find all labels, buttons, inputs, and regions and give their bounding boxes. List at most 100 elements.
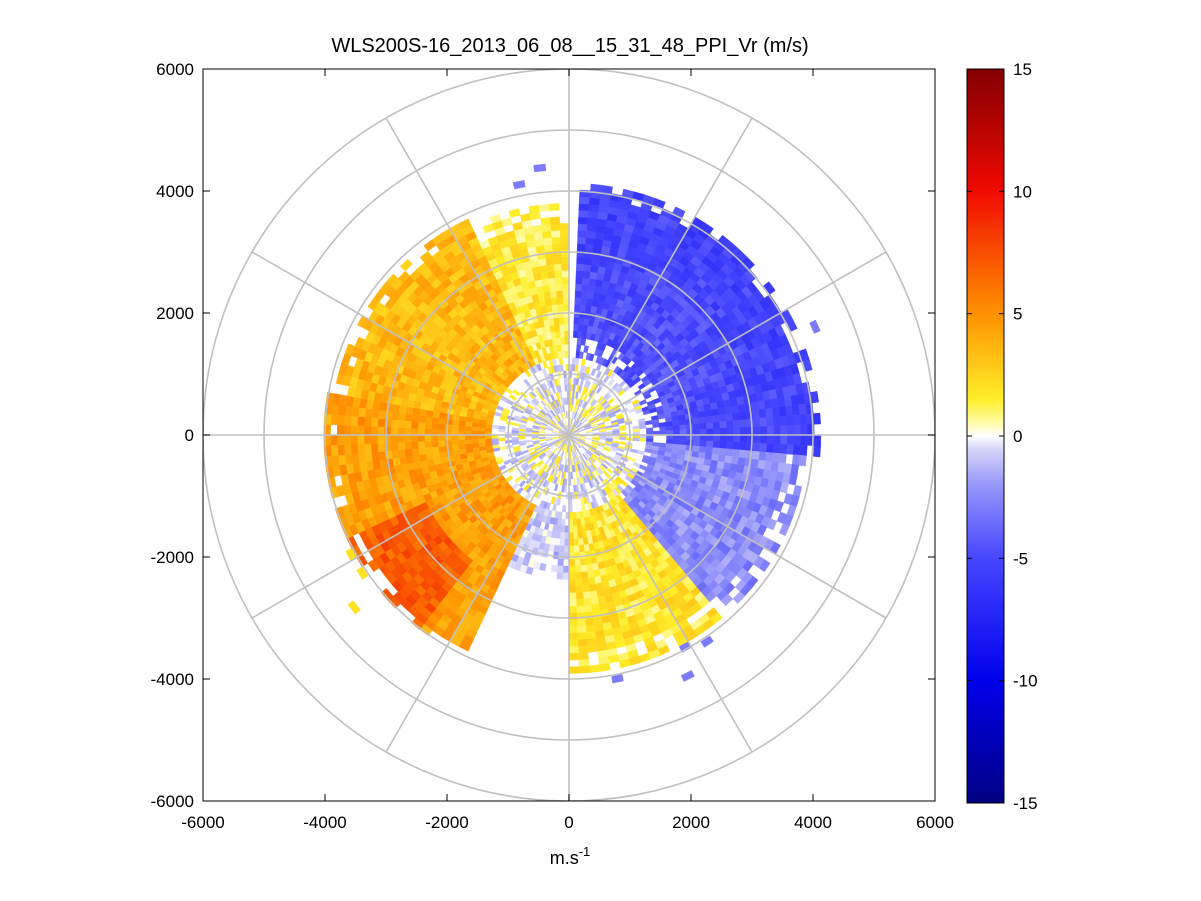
velocity-cell	[370, 417, 379, 427]
velocity-cell	[711, 408, 720, 417]
velocity-cell	[586, 570, 595, 579]
velocity-cell	[573, 545, 580, 553]
velocity-cell	[363, 434, 372, 445]
velocity-cell	[577, 223, 588, 232]
velocity-cell	[568, 579, 576, 587]
velocity-cell	[570, 465, 573, 473]
x-tick-label: 4000	[794, 813, 832, 832]
velocity-field	[323, 163, 822, 684]
velocity-cell	[343, 424, 352, 436]
velocity-cell	[595, 370, 602, 379]
x-tick-label: -2000	[425, 813, 468, 832]
velocity-cell	[556, 290, 564, 298]
velocity-cell	[577, 632, 588, 641]
velocity-cell	[792, 414, 801, 426]
velocity-cell	[718, 414, 727, 423]
velocity-cell	[587, 577, 596, 586]
velocity-cell	[578, 658, 590, 667]
velocity-cell	[541, 278, 550, 287]
velocity-cell	[556, 337, 562, 346]
velocity-cell	[691, 411, 700, 420]
velocity-cell	[574, 297, 582, 305]
velocity-cell	[578, 652, 589, 661]
velocity-cell	[739, 426, 748, 436]
velocity-cell	[561, 270, 570, 278]
velocity-cell	[638, 424, 647, 430]
colorbar-tick-label: 0	[1013, 427, 1022, 446]
x-axis-label-base: m.s	[550, 848, 579, 868]
velocity-cell	[377, 442, 386, 452]
velocity-cell	[390, 426, 399, 436]
velocity-cell	[484, 441, 493, 447]
velocity-cell	[771, 407, 781, 418]
velocity-cell	[742, 256, 755, 270]
velocity-cell	[424, 422, 432, 430]
velocity-cell	[585, 563, 594, 572]
velocity-cell	[786, 434, 795, 446]
velocity-cell	[719, 434, 728, 443]
velocity-cell	[351, 406, 360, 417]
velocity-cell	[793, 424, 802, 436]
velocity-cell	[364, 407, 373, 418]
velocity-cell	[746, 442, 754, 452]
velocity-cell	[343, 444, 352, 455]
velocity-cell	[758, 408, 767, 419]
x-tick-label: -6000	[181, 813, 224, 832]
velocity-cell	[603, 417, 611, 423]
velocity-cell	[431, 422, 439, 430]
velocity-cell	[733, 434, 741, 443]
velocity-cell	[438, 445, 446, 453]
velocity-cell	[391, 411, 400, 421]
velocity-cell	[606, 467, 614, 474]
velocity-cell	[424, 428, 432, 436]
velocity-cell	[758, 559, 771, 573]
velocity-cell	[568, 565, 576, 574]
chart-title: WLS200S-16_2013_06_08__15_31_48_PPI_Vr (…	[331, 35, 808, 57]
velocity-cell	[705, 415, 714, 424]
velocity-cell	[437, 434, 445, 441]
velocity-cell	[725, 413, 734, 422]
velocity-cell	[553, 256, 562, 265]
velocity-cell	[578, 437, 586, 442]
velocity-cell	[384, 442, 392, 452]
velocity-cell	[568, 552, 575, 560]
velocity-cell	[568, 632, 579, 641]
velocity-cell	[765, 407, 774, 418]
velocity-cell	[686, 429, 694, 436]
velocity-cell	[568, 592, 577, 600]
velocity-cell	[574, 572, 582, 580]
velocity-cell	[582, 270, 591, 279]
velocity-cell	[560, 243, 570, 251]
velocity-cell	[786, 424, 795, 436]
velocity-cell	[713, 428, 721, 436]
velocity-cell	[706, 428, 714, 436]
velocity-cell	[451, 444, 460, 451]
velocity-cell	[678, 419, 687, 426]
velocity-cell	[751, 450, 761, 461]
velocity-cell	[813, 445, 821, 458]
velocity-cell	[725, 448, 734, 457]
velocity-cell	[790, 464, 800, 476]
velocity-cell	[778, 406, 787, 417]
velocity-cell	[730, 404, 740, 414]
velocity-cell	[763, 281, 776, 295]
velocity-cell	[713, 434, 721, 442]
velocity-cell	[577, 538, 584, 546]
velocity-cell	[692, 440, 701, 447]
velocity-cell	[568, 619, 578, 627]
velocity-cell	[350, 434, 358, 445]
velocity-cell	[719, 420, 728, 429]
velocity-cell	[555, 330, 561, 339]
velocity-cell	[390, 419, 399, 428]
velocity-cell	[582, 591, 591, 600]
velocity-cell	[343, 415, 352, 426]
velocity-cell	[693, 429, 701, 436]
velocity-cell	[363, 443, 372, 454]
velocity-cell	[330, 444, 339, 457]
velocity-cell	[538, 264, 548, 274]
velocity-cell	[562, 296, 570, 305]
velocity-cell	[511, 436, 519, 441]
x-tick-label: 0	[564, 813, 573, 832]
velocity-cell	[556, 565, 564, 573]
velocity-cell	[568, 646, 579, 654]
